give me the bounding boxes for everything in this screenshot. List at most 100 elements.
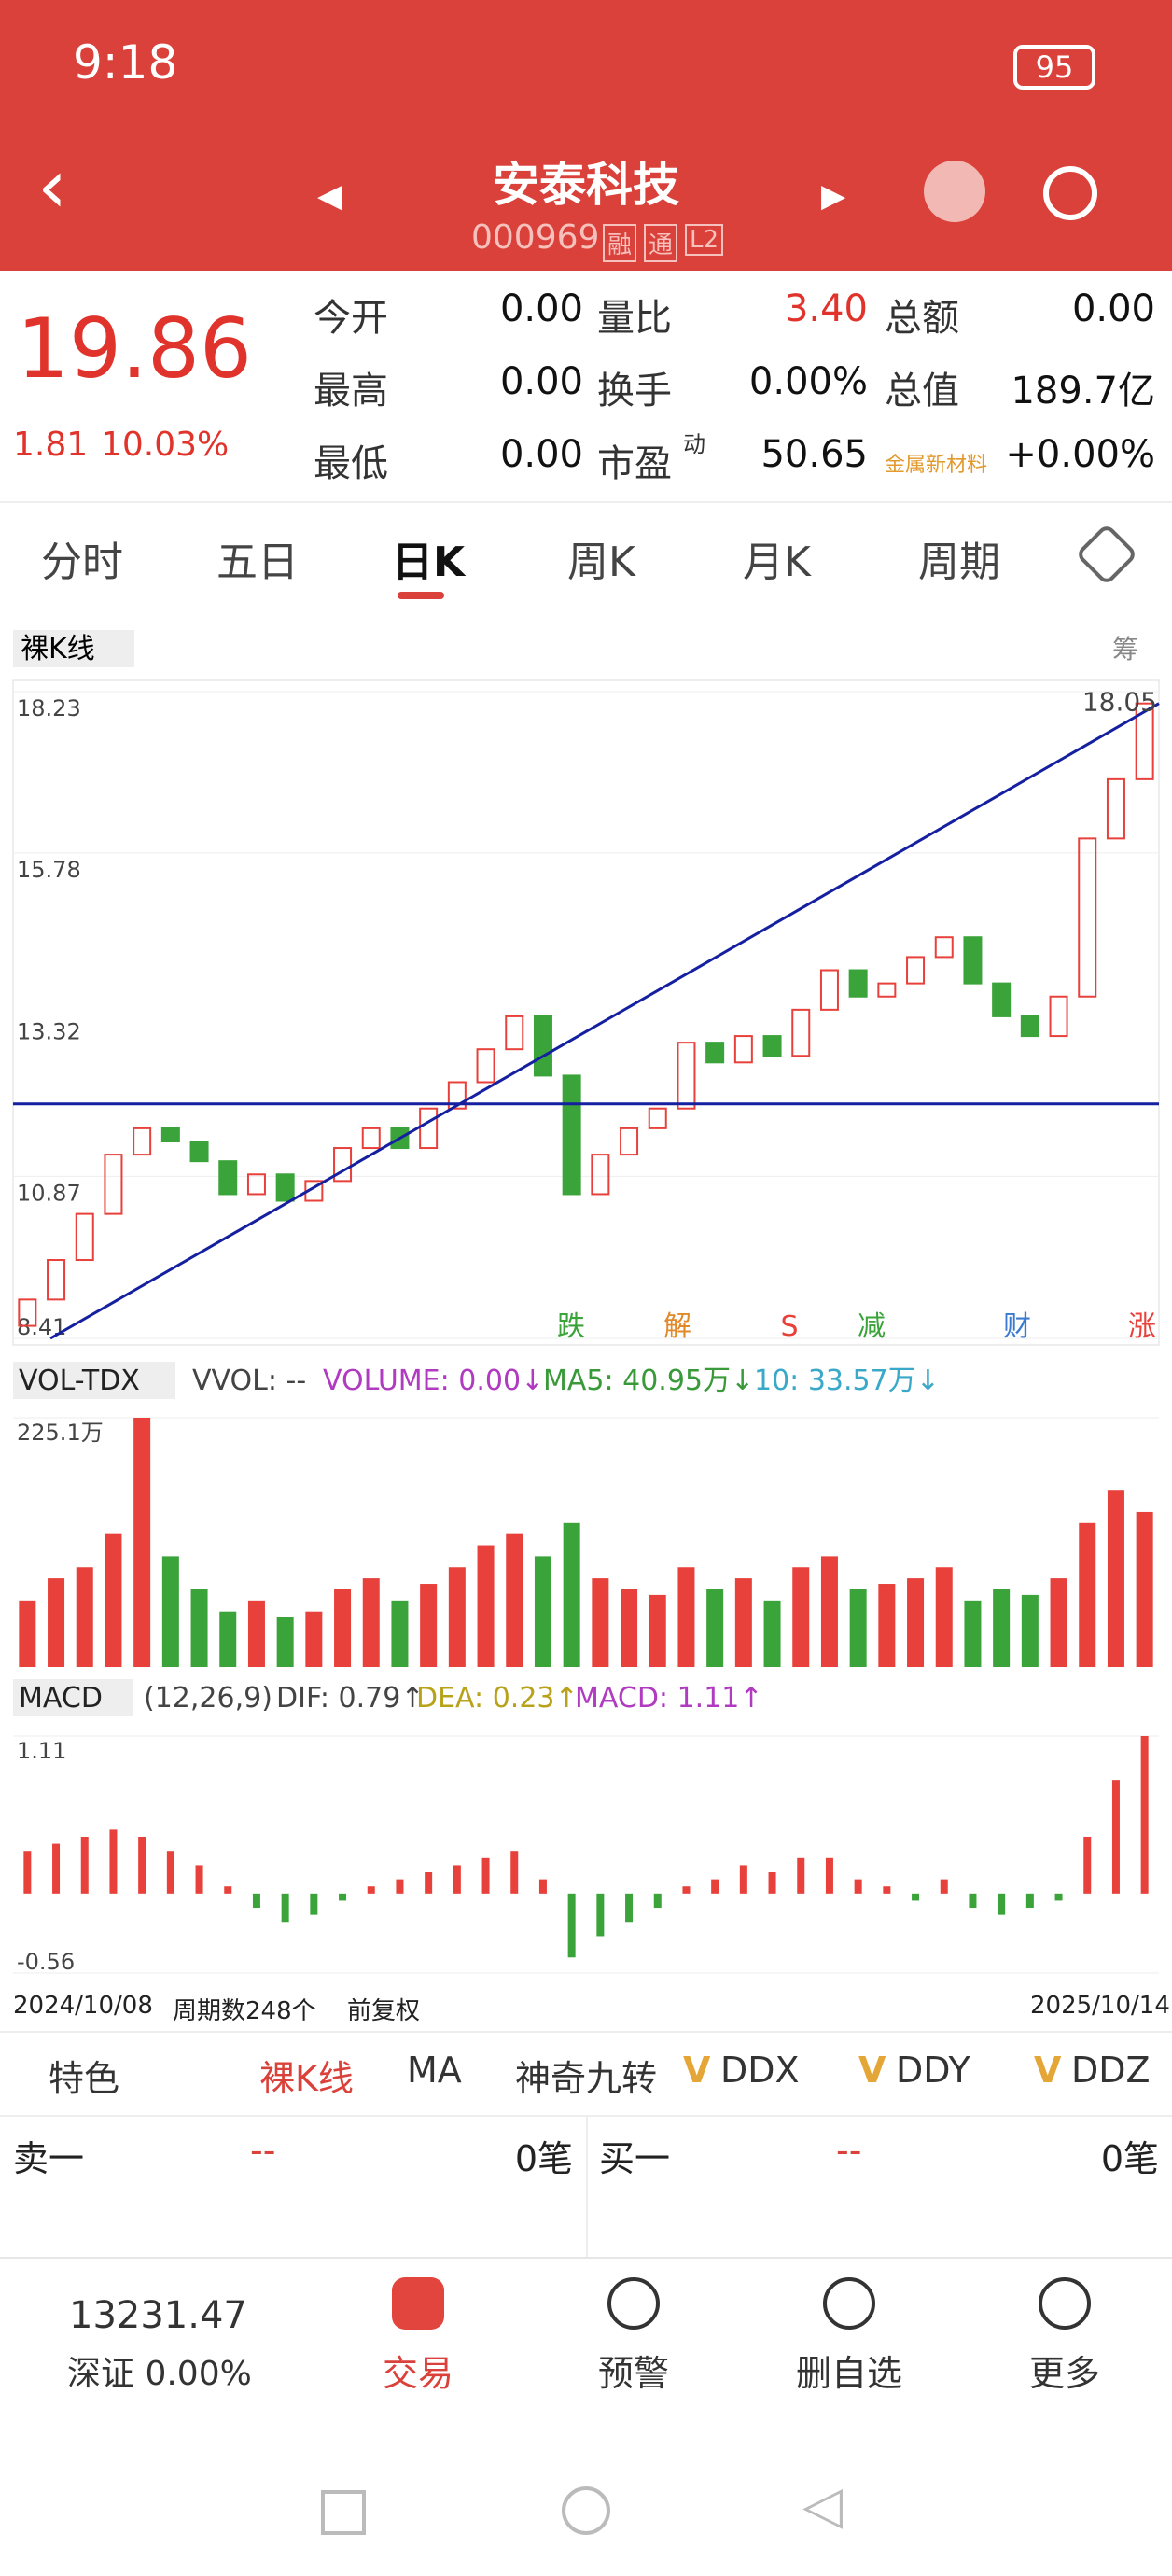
candle [1106, 777, 1125, 840]
field-value: 50.65 [760, 433, 868, 476]
mode-label: 裸K线 [21, 633, 95, 665]
nav-label[interactable]: 交易 [382, 2353, 453, 2394]
period-count: 周期数248个 [173, 1997, 316, 2025]
side-label: 筹 [1112, 634, 1138, 665]
macd-bar [195, 1865, 203, 1894]
candle [133, 1127, 152, 1156]
volume-bar [133, 1418, 151, 1667]
y-tick-label: 18.23 [17, 695, 81, 721]
macd-bar [252, 1893, 260, 1909]
settings-icon[interactable] [1075, 523, 1138, 586]
candle [934, 936, 954, 959]
volume-bar [105, 1533, 122, 1667]
candle [218, 1160, 238, 1196]
volume-bar [878, 1584, 896, 1667]
toolbar-item[interactable]: DDZ [1071, 2050, 1151, 2091]
candle [1049, 995, 1068, 1038]
macd-bar [1026, 1893, 1034, 1909]
index-value: 13231.47 [69, 2294, 247, 2337]
volume-bar [76, 1567, 93, 1667]
nav-label[interactable]: 删自选 [795, 2353, 902, 2394]
macd-bar [1140, 1736, 1149, 1894]
field-label: 总额 [885, 297, 959, 340]
volume-bar [592, 1578, 609, 1667]
nav-icon[interactable] [1039, 2277, 1091, 2330]
tab[interactable]: 周期 [918, 539, 1000, 586]
toolbar-item[interactable]: DDY [896, 2050, 970, 2091]
nav-icon[interactable] [392, 2277, 444, 2330]
field-label: 总值 [885, 370, 959, 413]
tab[interactable]: 月K [743, 539, 811, 586]
toolbar-item[interactable]: MA [407, 2050, 462, 2091]
search-icon[interactable] [1043, 166, 1097, 220]
macd-bar [1054, 1893, 1063, 1901]
y-tick-label: -0.56 [17, 1949, 75, 1975]
toolbar-item[interactable]: 神奇九转 [515, 2058, 658, 2099]
macd-bar [768, 1872, 776, 1894]
macd-bar [138, 1836, 146, 1894]
prev-stock[interactable]: ◀ [317, 177, 342, 215]
vol-header: 10: 33.57万↓ [754, 1365, 940, 1397]
volume-bar [734, 1578, 752, 1667]
tab[interactable]: 分时 [41, 539, 123, 586]
field-label: 换手 [597, 370, 672, 413]
volume-bar [477, 1545, 495, 1667]
stock-code: 000969 [471, 218, 600, 257]
order-label: 买一 [599, 2138, 671, 2179]
volume-bar [448, 1567, 466, 1667]
candle [705, 1042, 725, 1064]
trend-line [49, 702, 1160, 1340]
sys-home[interactable] [562, 2486, 610, 2535]
macd-bar [80, 1836, 89, 1894]
volume-bar [420, 1584, 438, 1667]
nav-icon[interactable] [607, 2277, 660, 2330]
field-value: 0.00% [748, 360, 868, 403]
y-tick-label: 13.32 [17, 1019, 81, 1045]
volume-bar [1079, 1522, 1096, 1667]
toolbar-item[interactable]: 裸K线 [259, 2058, 354, 2099]
candle [906, 956, 926, 985]
macd-bar [711, 1879, 719, 1894]
candle [762, 1035, 782, 1057]
macd-bar [481, 1857, 490, 1894]
volume-bar [219, 1611, 237, 1667]
candle [1135, 702, 1154, 780]
candle [819, 969, 839, 1011]
volume-bar [19, 1600, 36, 1667]
y-tick-label: 10.87 [17, 1180, 81, 1206]
macd-bar [339, 1893, 347, 1901]
tab[interactable]: 周K [567, 539, 635, 586]
volume-bar [1107, 1490, 1124, 1667]
change: 1.81 [13, 426, 89, 464]
candle [18, 1298, 37, 1327]
sys-recent[interactable] [321, 2490, 366, 2535]
toolbar-item[interactable]: DDX [720, 2050, 800, 2091]
macd-bar [998, 1893, 1006, 1915]
nav-label[interactable]: 预警 [597, 2353, 669, 2394]
tab[interactable]: 日K [392, 539, 466, 586]
nav-icon[interactable] [823, 2277, 875, 2330]
macd-bar [969, 1893, 977, 1909]
macd-header: (12,26,9) [144, 1682, 272, 1715]
vol-header: VOLUME: 0.00↓ [323, 1365, 544, 1397]
candle [476, 1048, 495, 1084]
sys-back[interactable]: ◁ [802, 2475, 844, 2536]
event-label: 减 [858, 1310, 886, 1343]
badge: L2 [685, 224, 724, 256]
divider [0, 2257, 1172, 2259]
v-icon: V [1034, 2050, 1062, 2091]
nav-label[interactable]: 更多 [1028, 2353, 1100, 2394]
tab[interactable]: 五日 [216, 539, 299, 586]
volume-bar [1021, 1594, 1039, 1667]
volume-bar [820, 1556, 838, 1667]
back-button[interactable]: ‹ [37, 143, 67, 230]
macd-button [13, 1679, 133, 1716]
candle [505, 1015, 524, 1051]
assistant-icon[interactable] [924, 161, 985, 222]
candle [963, 936, 983, 985]
toolbar-item[interactable]: 特色 [49, 2058, 120, 2099]
next-stock[interactable]: ▶ [821, 177, 846, 215]
candle [992, 982, 1012, 1017]
order-price: -- [250, 2130, 276, 2171]
